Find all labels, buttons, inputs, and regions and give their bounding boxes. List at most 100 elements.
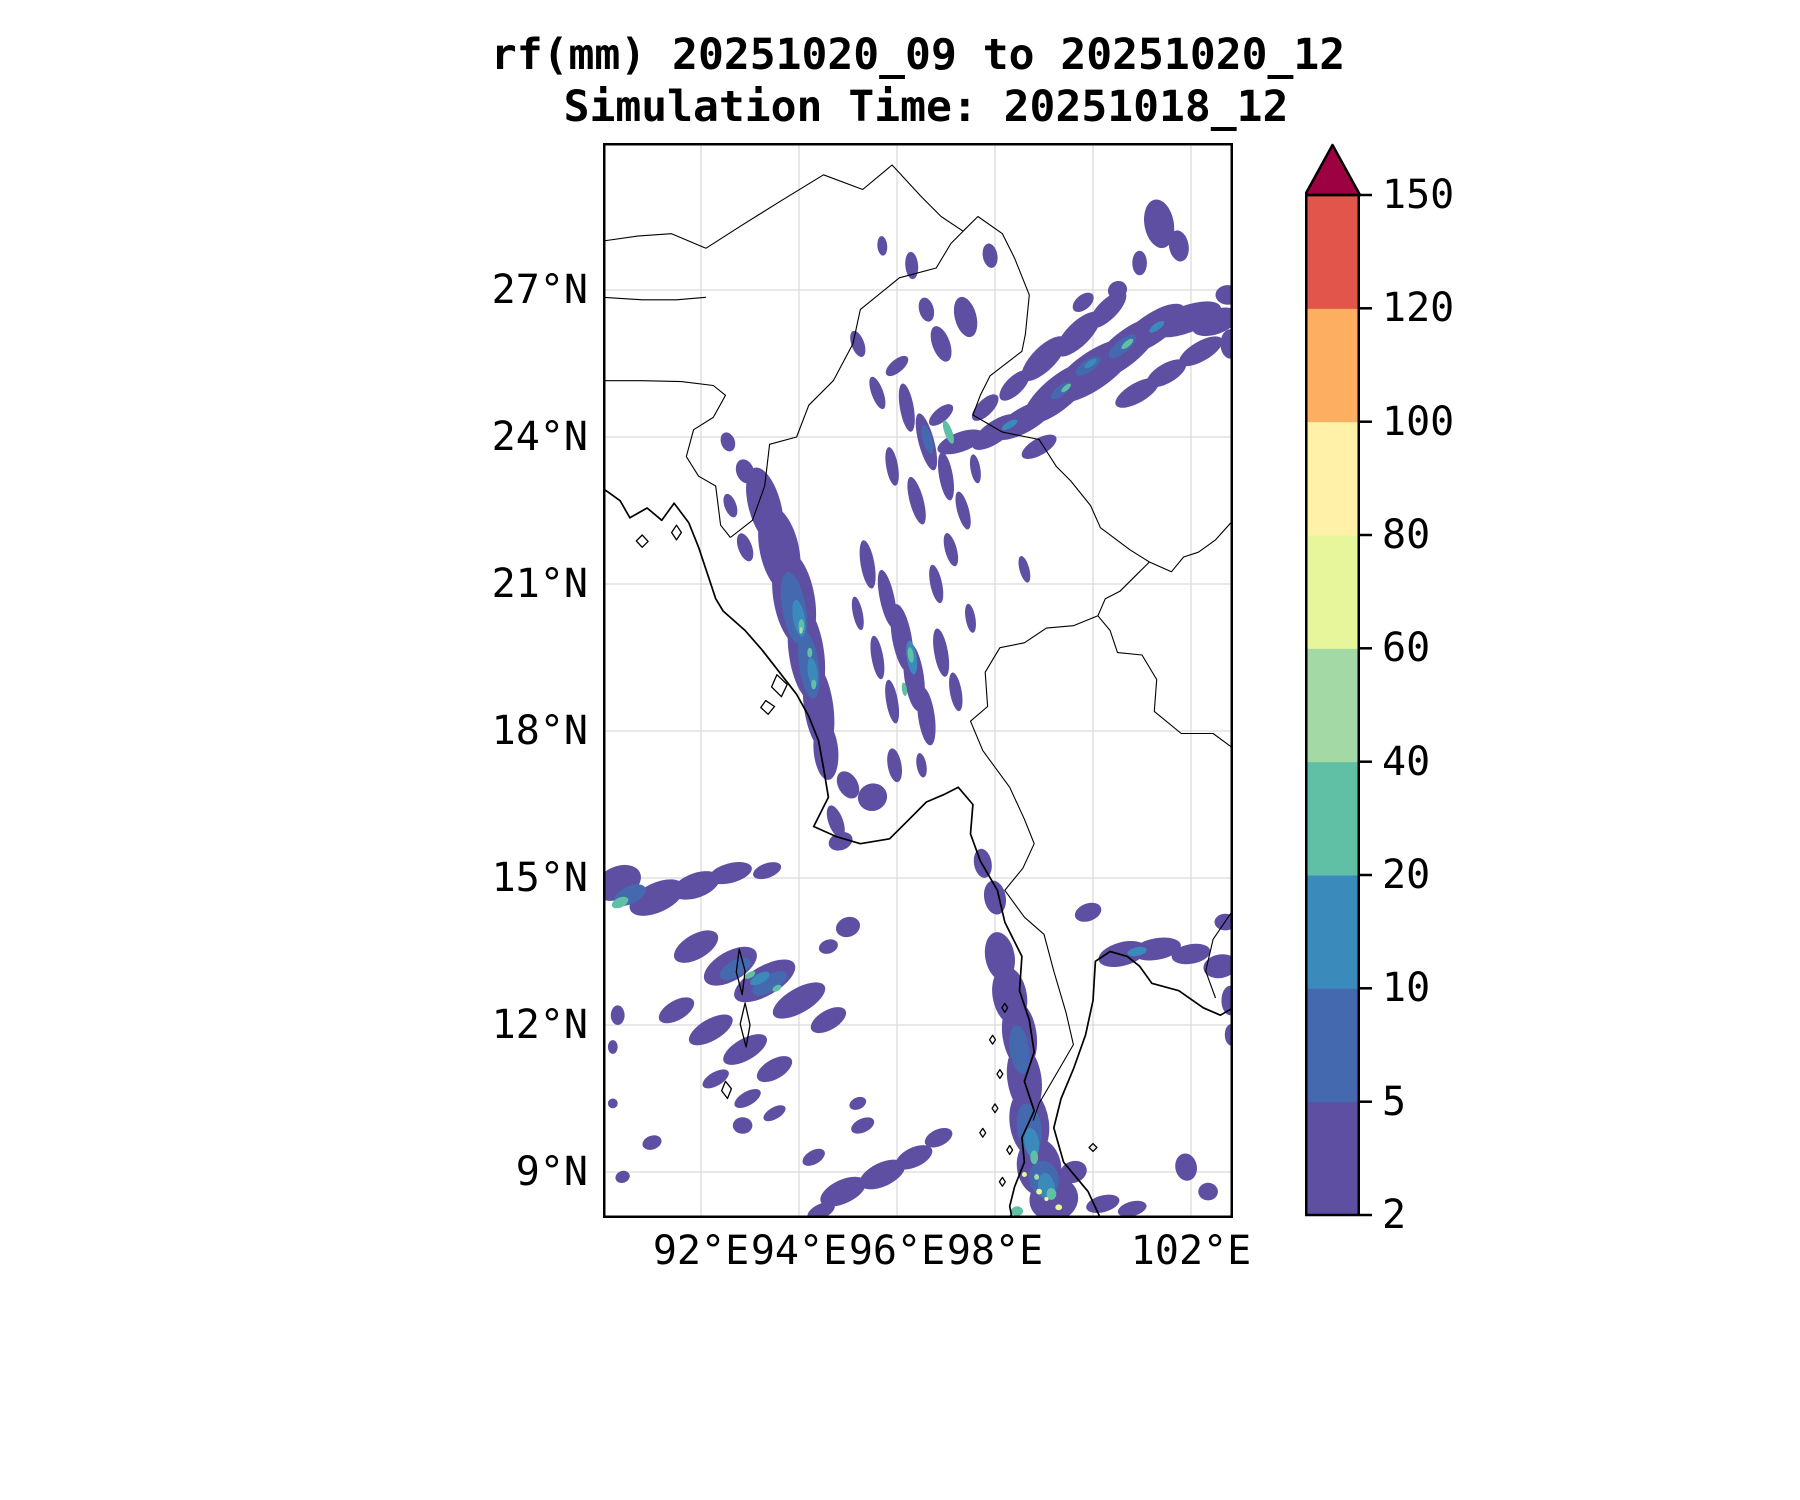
colorbar-tick-label: 20	[1382, 852, 1431, 898]
country-border	[969, 615, 1099, 1121]
colorbar-tick-label: 40	[1382, 738, 1431, 785]
country-border	[1149, 519, 1233, 573]
island-outline	[998, 1176, 1006, 1187]
rain-patch	[933, 628, 950, 677]
rain-patch	[850, 330, 866, 357]
rain-patch	[732, 1117, 753, 1134]
rain-patch	[1149, 321, 1165, 333]
rain-patch	[611, 896, 629, 909]
rain-patch	[918, 297, 935, 322]
rain-patch	[1055, 1204, 1063, 1211]
rain-patch	[807, 657, 818, 687]
rain-patch	[735, 459, 755, 484]
country-border	[1097, 615, 1233, 749]
rain-patch	[901, 682, 908, 697]
rain-patch	[921, 425, 934, 454]
rain-patch	[999, 370, 1030, 401]
island-outline	[735, 948, 746, 996]
rain-patch	[615, 1170, 630, 1183]
map-plot	[603, 143, 1233, 1218]
island-outline	[760, 699, 776, 715]
rain-patch	[1072, 292, 1094, 312]
island-outline	[996, 1068, 1004, 1080]
x-tick-label: 92°E	[652, 1228, 750, 1274]
rain-patch	[898, 383, 915, 432]
rain-patch	[772, 984, 782, 992]
island-outline	[635, 534, 649, 548]
rain-patch	[1168, 230, 1189, 262]
rain-patch	[907, 476, 926, 525]
rain-patch	[1001, 419, 1018, 431]
rain-patch	[610, 1005, 625, 1025]
rain-patch	[1098, 940, 1147, 968]
rain-patch	[1144, 199, 1175, 249]
island-outline	[670, 524, 683, 541]
rain-patch	[1151, 301, 1221, 338]
island-outline	[1001, 1002, 1009, 1013]
rain-patch	[752, 971, 788, 996]
rain-patch	[763, 1105, 786, 1122]
rain-patch	[1046, 1188, 1057, 1200]
rain-patch	[607, 1040, 618, 1054]
rain-patch	[1061, 383, 1071, 393]
rain-patch	[810, 1007, 847, 1034]
rain-patch	[905, 251, 919, 280]
rain-patch	[885, 447, 899, 486]
map-frame	[603, 143, 1233, 1218]
rain-patch	[1021, 434, 1057, 459]
y-tick-label: 24°N	[491, 414, 588, 460]
rain-patch	[1021, 336, 1067, 382]
rain-patch	[949, 672, 963, 712]
rain-patch	[869, 376, 886, 410]
rain-patch	[1021, 1172, 1027, 1177]
rain-patch	[1034, 1174, 1040, 1180]
rain-patch	[859, 540, 876, 589]
island-outline	[1088, 1142, 1098, 1153]
rain-patch	[1127, 946, 1147, 957]
x-tick-label: 94°E	[750, 1228, 848, 1274]
country-border	[730, 230, 964, 538]
rain-patch	[835, 916, 861, 938]
rain-patch	[826, 805, 845, 838]
rain-patch	[1214, 913, 1233, 931]
y-tick-label: 12°N	[491, 1002, 588, 1048]
colorbar-tick-label: 10	[1382, 965, 1431, 1012]
rain-patch	[708, 862, 752, 885]
rain-patch	[929, 564, 944, 604]
rain-patch	[1084, 358, 1097, 369]
plot-title: rf(mm) 20251020_09 to 20251020_12	[490, 30, 1346, 80]
rain-patch	[1221, 985, 1233, 1016]
rain-patch	[1220, 329, 1233, 359]
x-tick-label: 98°E	[946, 1228, 1044, 1274]
rain-patch	[1198, 1182, 1218, 1201]
rain-patch	[885, 355, 909, 377]
x-tick-label: 96°E	[848, 1228, 946, 1274]
colorbar-tick-label: 60	[1382, 625, 1431, 672]
rain-patch	[942, 420, 954, 444]
rain-patch	[1117, 1200, 1147, 1217]
y-tick-label: 9°N	[515, 1149, 588, 1195]
rain-patch	[1132, 250, 1147, 276]
coastline	[1052, 950, 1233, 1218]
island-outline	[739, 1002, 751, 1048]
colorbar	[1305, 143, 1372, 1217]
rain-patch	[674, 930, 719, 963]
rain-patch	[807, 647, 813, 658]
rain-patch	[1192, 307, 1233, 337]
rain-patch	[859, 1159, 906, 1190]
rain-patch	[811, 679, 817, 690]
rain-patch	[702, 1069, 729, 1089]
rain-patch	[734, 1089, 761, 1108]
rain-patch	[887, 748, 903, 783]
colorbar-segment	[1305, 875, 1360, 989]
rain-patch	[818, 939, 838, 954]
colorbar-segment	[1305, 1101, 1360, 1216]
rain-patch	[723, 1034, 767, 1065]
rain-patch	[1044, 1197, 1049, 1201]
rain-patch	[720, 432, 736, 452]
island-outline	[720, 1080, 733, 1100]
rain-patch	[750, 971, 770, 986]
colorbar-tick-label: 150	[1382, 172, 1455, 218]
rain-patch	[885, 679, 900, 724]
rain-patch	[688, 1014, 733, 1046]
